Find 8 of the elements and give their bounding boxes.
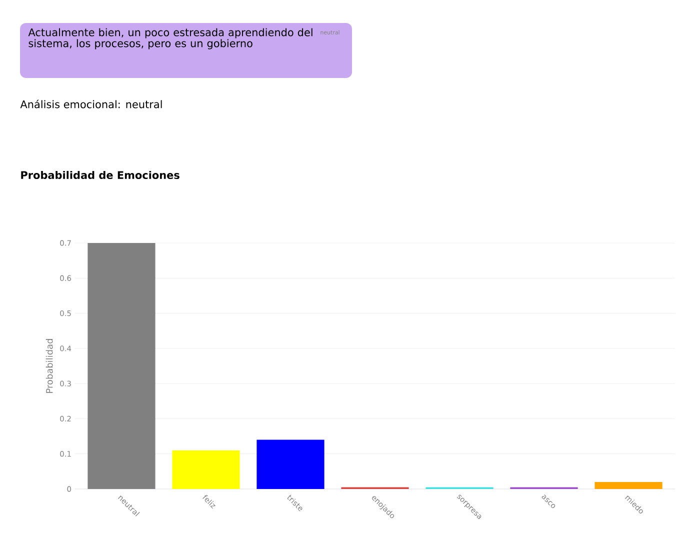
bar [88, 242, 156, 489]
text: Actualmente bien, un poco estresada aprendiendo del sistema, los procesos, pero es un gobierno [28, 28, 312, 50]
bar [256, 440, 324, 489]
bar [172, 450, 240, 489]
bar [594, 482, 662, 489]
text: Análisis emocional: neutral [20, 100, 162, 108]
y-axis-title: Probabilidad [46, 339, 53, 393]
chart-title: Probabilidad de Emociones [21, 170, 180, 180]
